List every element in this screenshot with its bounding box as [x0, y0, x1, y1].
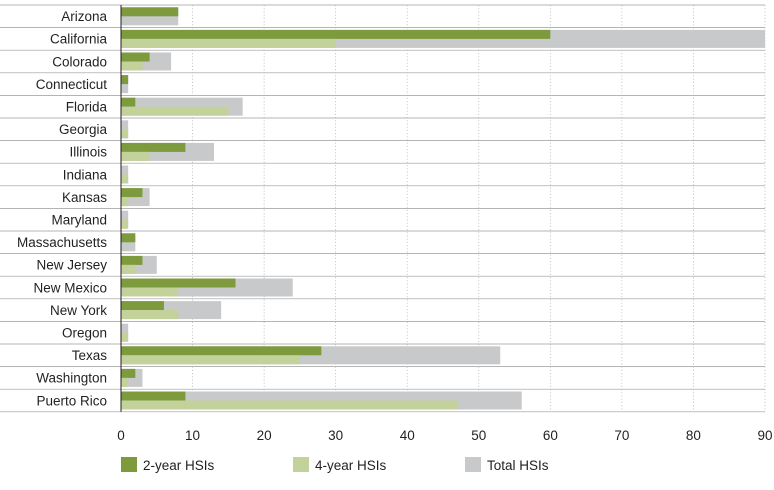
bar-4-year-hsis — [121, 377, 129, 387]
legend-swatch — [465, 457, 481, 472]
bar-4-year-hsis — [121, 106, 229, 116]
legend: 2-year HSIs 4-year HSIs Total HSIs — [121, 457, 549, 473]
bar-4-year-hsis — [121, 355, 300, 365]
bar-2-year-hsis — [121, 255, 143, 265]
x-tick-label: 50 — [471, 428, 486, 443]
bar-4-year-hsis — [121, 264, 136, 274]
bar-4-year-hsis — [121, 310, 179, 320]
bar-2-year-hsis — [121, 75, 129, 85]
bar-4-year-hsis — [121, 219, 129, 229]
legend-label: 2-year HSIs — [143, 458, 215, 473]
bar-2-year-hsis — [121, 7, 179, 17]
bar-2-year-hsis — [121, 346, 322, 356]
x-tick-label: 70 — [614, 428, 629, 443]
bar-4-year-hsis — [121, 61, 143, 71]
bar-4-year-hsis — [121, 174, 129, 184]
category-label: Colorado — [52, 54, 107, 69]
x-tick-label: 10 — [185, 428, 200, 443]
bar-4-year-hsis — [121, 129, 129, 139]
x-tick-label: 60 — [543, 428, 558, 443]
x-tick-label: 80 — [686, 428, 701, 443]
category-label: Illinois — [69, 145, 107, 160]
legend-label: Total HSIs — [487, 458, 549, 473]
category-label: California — [50, 32, 108, 47]
bar-2-year-hsis — [121, 391, 186, 401]
x-tick-label: 30 — [328, 428, 343, 443]
category-label: Oregon — [62, 326, 107, 341]
bar-4-year-hsis — [121, 400, 458, 410]
x-tick-label: 90 — [757, 428, 772, 443]
category-label: Georgia — [59, 122, 108, 137]
bar-4-year-hsis — [121, 287, 179, 297]
bar-4-year-hsis — [121, 197, 129, 207]
category-label: New Mexico — [33, 280, 107, 295]
category-label: New York — [50, 303, 107, 318]
bar-2-year-hsis — [121, 368, 136, 378]
bar-4-year-hsis — [121, 151, 150, 161]
category-label: Indiana — [63, 167, 108, 182]
bar-2-year-hsis — [121, 278, 236, 288]
bar-2-year-hsis — [121, 142, 186, 152]
grid-layer — [0, 4, 766, 413]
x-tick-label: 40 — [400, 428, 415, 443]
bar-4-year-hsis — [121, 38, 336, 48]
category-label: New Jersey — [36, 258, 107, 273]
x-tick-label: 0 — [117, 428, 125, 443]
category-label: Arizona — [61, 9, 107, 24]
category-label: Washington — [36, 371, 107, 386]
category-label: Puerto Rico — [36, 393, 107, 408]
bar-2-year-hsis — [121, 233, 136, 243]
legend-swatch — [121, 457, 137, 472]
bar-2-year-hsis — [121, 188, 143, 198]
bar-2-year-hsis — [121, 301, 164, 311]
bar-2-year-hsis — [121, 29, 551, 39]
category-label: Maryland — [51, 213, 107, 228]
category-label: Florida — [66, 100, 108, 115]
x-tick-label: 20 — [257, 428, 272, 443]
bar-4-year-hsis — [121, 332, 129, 342]
axis-layer: Arizona California Colorado Connecticut Flor… — [17, 5, 773, 443]
legend-swatch — [293, 457, 309, 472]
bar-2-year-hsis — [121, 97, 136, 107]
bar-2-year-hsis — [121, 52, 150, 62]
category-label: Kansas — [62, 190, 107, 205]
category-label: Texas — [72, 348, 108, 363]
category-label: Connecticut — [36, 77, 108, 92]
bars-layer — [121, 7, 765, 410]
legend-label: 4-year HSIs — [315, 458, 387, 473]
category-label: Massachusetts — [17, 235, 107, 250]
